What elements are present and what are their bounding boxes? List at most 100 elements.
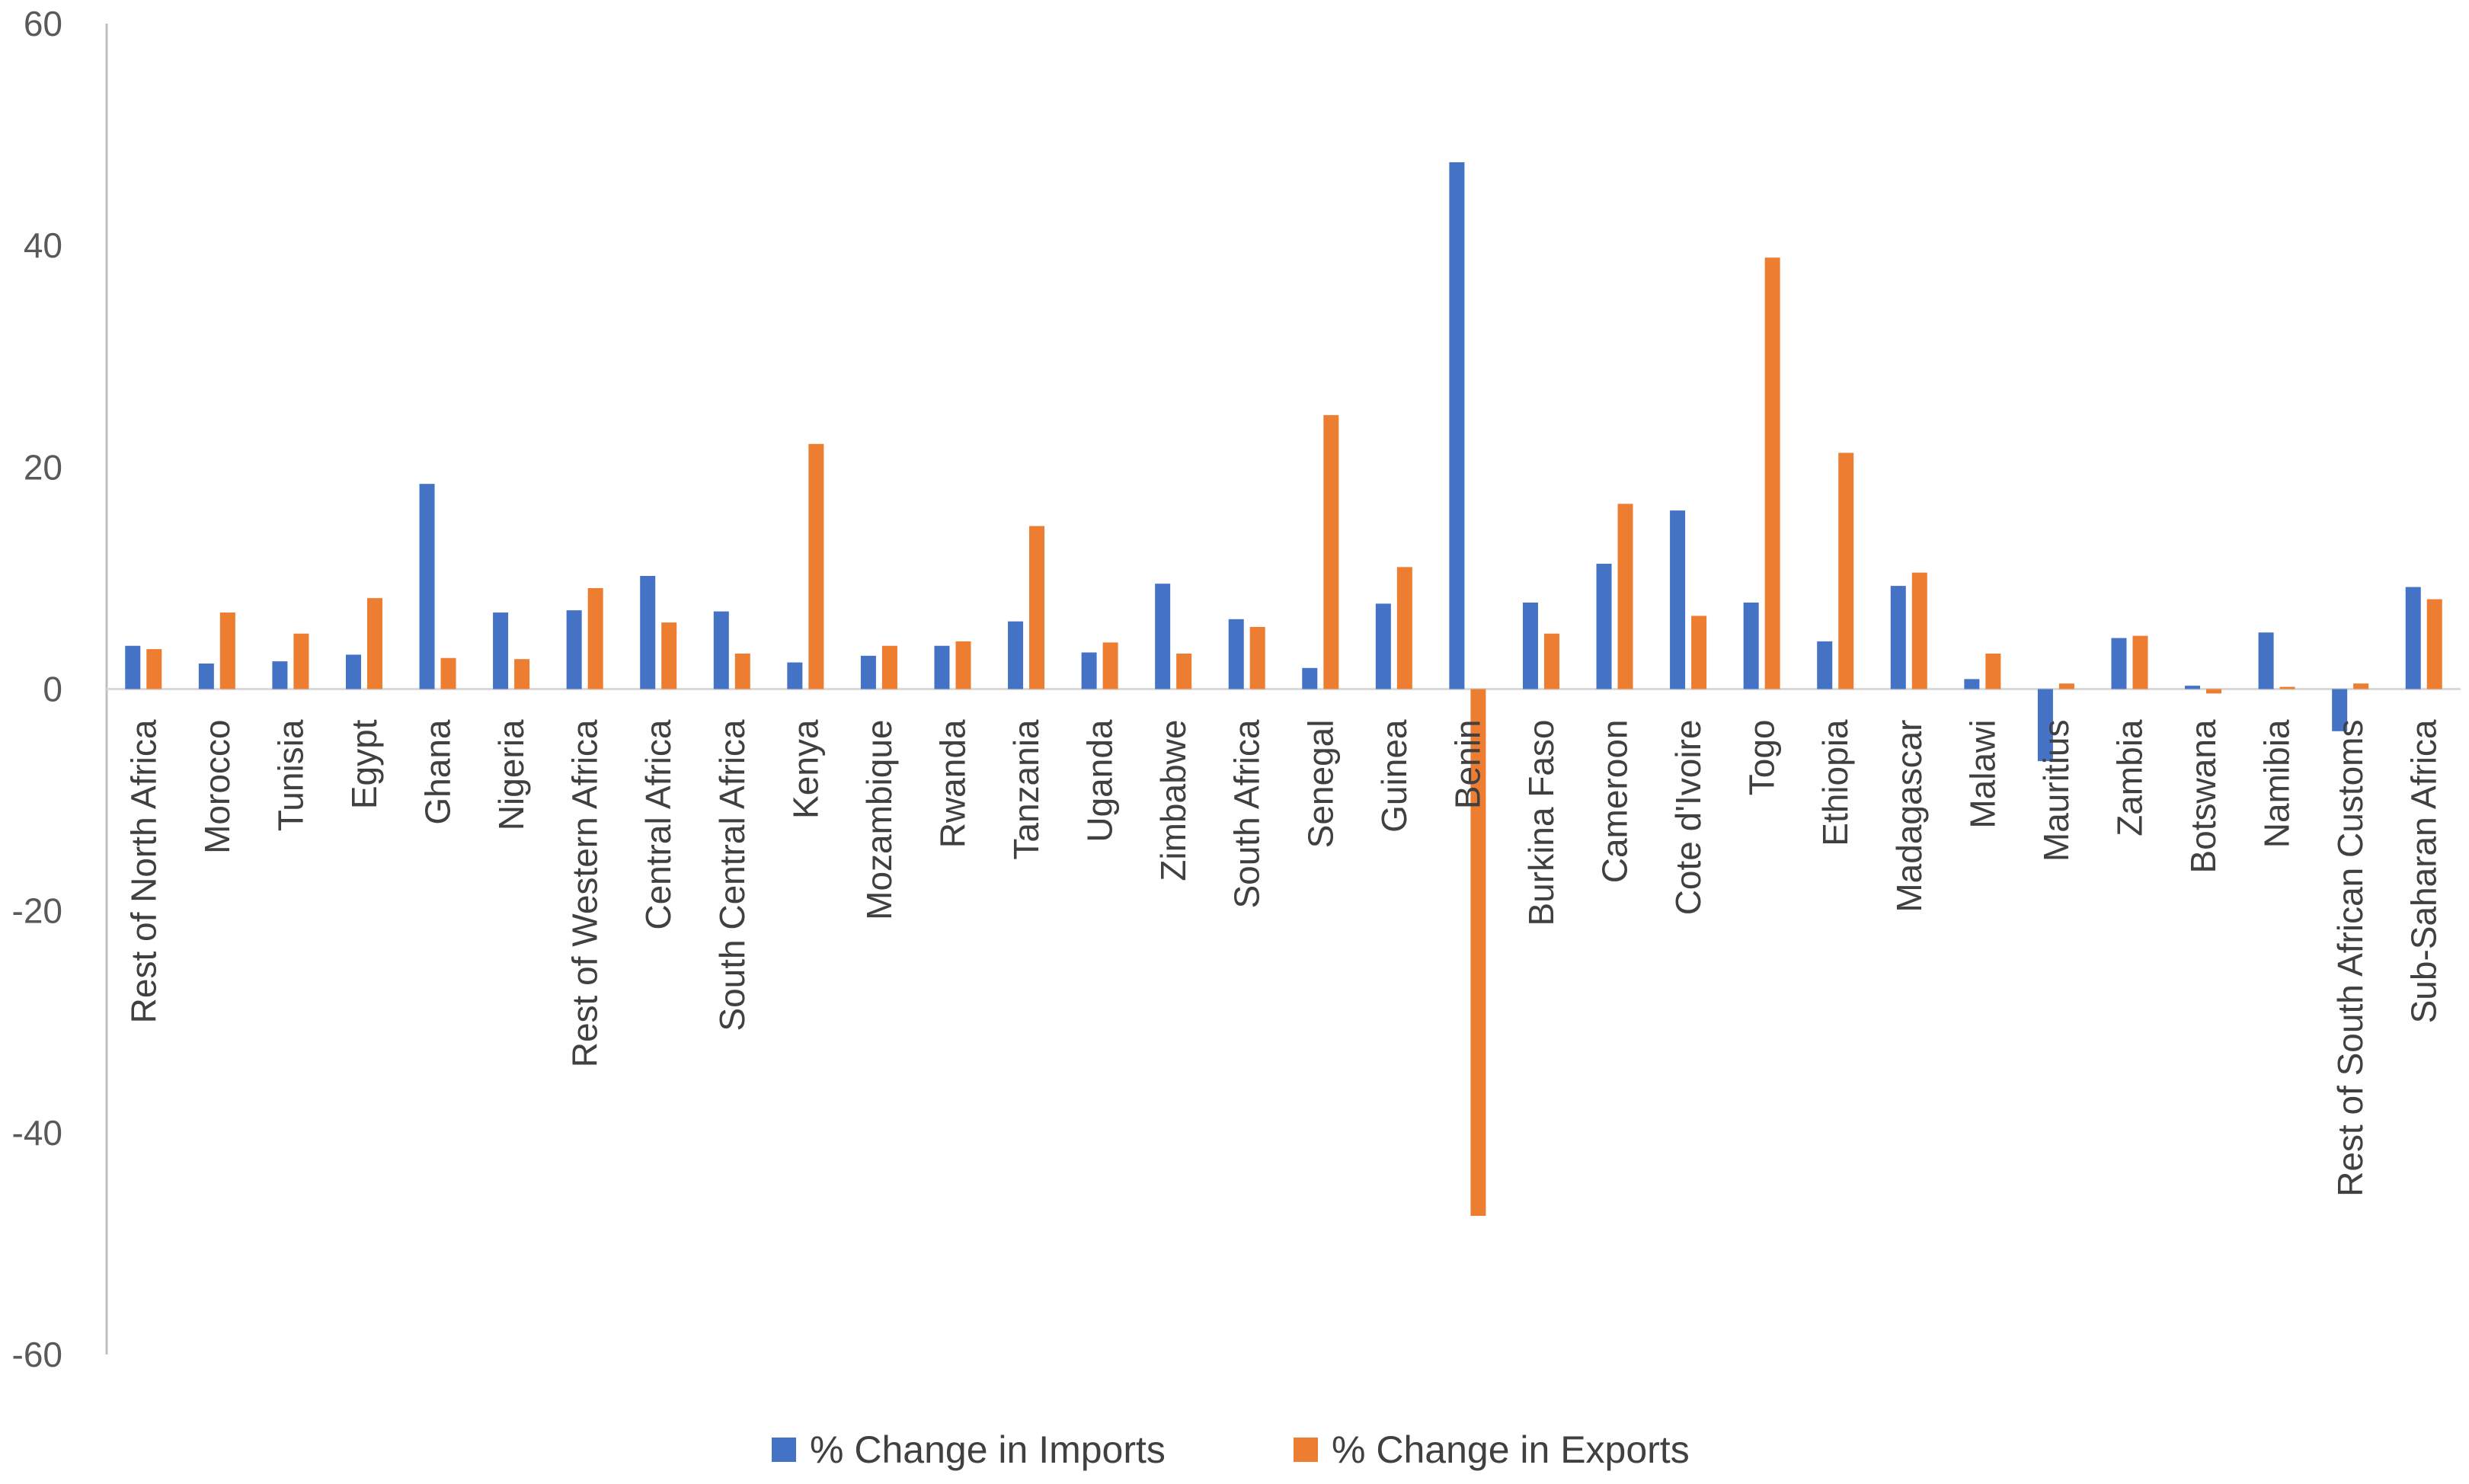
legend-swatch-exports	[1294, 1438, 1318, 1462]
x-category-label: Senegal	[1300, 720, 1340, 849]
imports-bar	[125, 645, 141, 689]
bars	[125, 162, 2442, 1217]
x-axis-labels: Rest of North Africa Morocco Tunisia Egypt G…	[123, 719, 2443, 1197]
exports-bar	[2353, 683, 2369, 689]
x-category-label: Mozambique	[859, 720, 899, 920]
imports-bar	[1817, 641, 1833, 689]
exports-bar	[1029, 526, 1045, 689]
y-tick-label: 60	[24, 4, 62, 43]
y-tick-label: -40	[12, 1113, 62, 1153]
x-category-label: Cameroon	[1595, 720, 1635, 884]
exports-bar	[1838, 453, 1854, 689]
imports-bar	[1964, 679, 1980, 689]
imports-bar	[2258, 632, 2274, 689]
x-category-label: South Central Africa	[712, 719, 752, 1031]
imports-bar	[2185, 686, 2201, 689]
imports-bar	[1743, 602, 1759, 689]
imports-bar	[1670, 510, 1686, 689]
imports-bar	[2405, 587, 2421, 689]
exports-bar	[1764, 257, 1780, 689]
exports-bar	[440, 657, 456, 689]
exports-bar	[808, 443, 824, 689]
imports-bar	[1302, 667, 1318, 689]
x-category-label: Burkina Faso	[1521, 720, 1561, 926]
exports-bar	[219, 612, 235, 689]
exports-bar	[1102, 642, 1118, 689]
x-category-label: Madagascar	[1889, 720, 1929, 913]
exports-bar	[514, 659, 530, 689]
imports-bar	[419, 484, 435, 689]
x-category-label: Uganda	[1080, 719, 1120, 843]
legend: % Change in Imports % Change in Exports	[772, 1428, 1690, 1471]
x-category-label: Egypt	[344, 719, 384, 809]
exports-bar	[2058, 683, 2074, 689]
imports-bar	[787, 662, 803, 689]
exports-bar	[587, 588, 603, 689]
x-category-label: Botswana	[2183, 719, 2223, 873]
imports-bar	[934, 645, 950, 689]
y-tick-label: 20	[24, 447, 62, 487]
x-category-label: Ghana	[418, 719, 458, 825]
imports-bar	[566, 610, 582, 689]
x-category-label: Cote d'Ivoire	[1668, 720, 1708, 916]
imports-bar	[1228, 619, 1244, 689]
x-category-label: Mauritius	[2036, 720, 2076, 862]
exports-bar	[1617, 504, 1633, 689]
imports-bar	[2111, 638, 2127, 689]
x-category-label: Sub-Saharan Africa	[2404, 719, 2444, 1023]
imports-bar	[2332, 689, 2348, 731]
imports-bar	[493, 612, 509, 689]
exports-bar	[1543, 633, 1559, 689]
x-category-label: Rest of South African Customs	[2330, 720, 2370, 1197]
exports-bar	[2426, 599, 2442, 689]
x-category-label: South Africa	[1227, 719, 1267, 908]
exports-bar	[366, 598, 382, 689]
exports-bar	[2279, 686, 2295, 689]
imports-bar	[272, 661, 288, 689]
exports-bar	[2206, 689, 2222, 694]
exports-bar	[1323, 414, 1339, 689]
y-tick-label: -20	[12, 891, 62, 931]
exports-bar	[146, 649, 162, 689]
y-tick-label: 0	[43, 670, 62, 709]
x-category-label: Malawi	[1962, 720, 2002, 829]
exports-bar	[1985, 653, 2001, 689]
x-category-label: Togo	[1742, 720, 1782, 796]
imports-bar	[713, 611, 729, 689]
imports-bar	[345, 654, 361, 689]
legend-label-exports: % Change in Exports	[1332, 1428, 1690, 1471]
imports-bar	[860, 655, 876, 689]
x-category-label: Zambia	[2109, 719, 2149, 836]
x-category-label: Rwanda	[932, 719, 972, 848]
exports-bar	[1470, 689, 1486, 1217]
imports-bar	[1890, 586, 1906, 689]
exports-bar	[1249, 626, 1265, 689]
exports-bar	[955, 641, 971, 689]
x-category-label: Central Africa	[638, 719, 678, 930]
imports-bar	[2037, 689, 2053, 762]
x-category-label: Nigeria	[491, 719, 531, 830]
x-category-label: Rest of Western Africa	[565, 719, 605, 1067]
imports-bar	[1522, 602, 1538, 689]
exports-bar	[293, 633, 309, 689]
exports-bar	[1911, 572, 1927, 689]
x-category-label: Tanzania	[1006, 719, 1046, 860]
exports-bar	[1691, 616, 1707, 689]
x-category-label: Guinea	[1374, 719, 1414, 833]
exports-bar	[1396, 567, 1412, 689]
exports-bar	[1176, 653, 1192, 689]
x-category-label: Benin	[1447, 720, 1487, 810]
exports-bar	[734, 653, 750, 689]
x-category-label: Tunisia	[270, 719, 310, 831]
imports-bar	[198, 664, 214, 689]
exports-bar	[661, 622, 677, 689]
x-category-label: Rest of North Africa	[123, 719, 163, 1023]
legend-label-imports: % Change in Imports	[810, 1428, 1166, 1471]
y-tick-label: 40	[24, 225, 62, 265]
exports-bar	[881, 645, 897, 689]
x-category-label: Namibia	[2257, 719, 2297, 848]
x-category-label: Zimbabwe	[1153, 720, 1193, 881]
exports-bar	[2132, 635, 2148, 689]
imports-bar	[640, 576, 656, 689]
imports-bar	[1449, 162, 1465, 689]
